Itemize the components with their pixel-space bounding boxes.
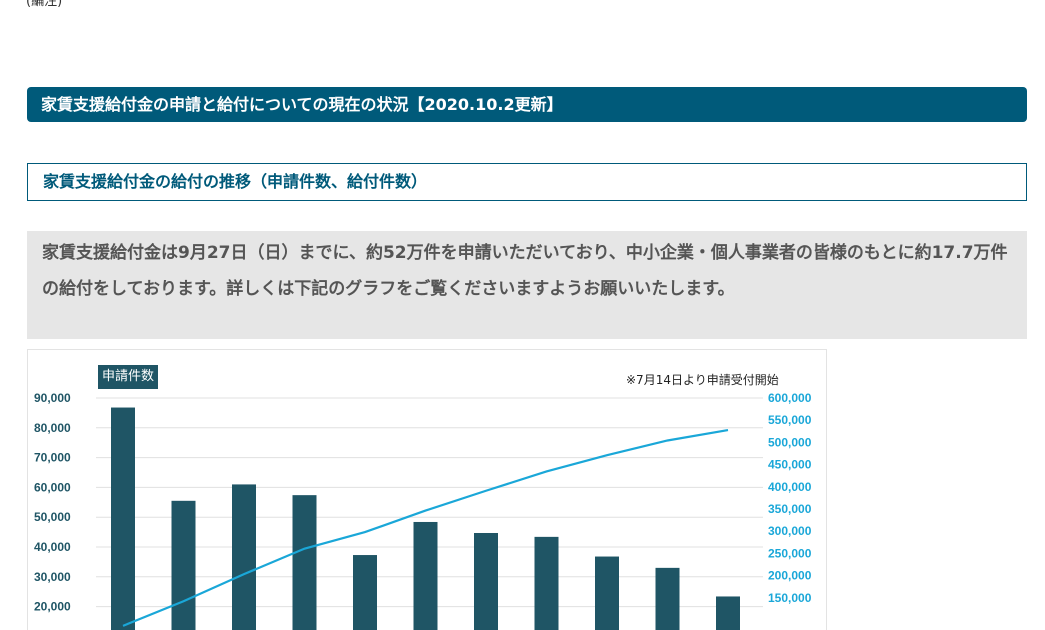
bar — [534, 536, 559, 630]
bar — [655, 567, 680, 630]
left-axis-tick-label: 70,000 — [34, 451, 71, 465]
left-axis-tick-label: 30,000 — [34, 570, 71, 584]
bar — [232, 484, 256, 630]
bar — [716, 596, 740, 630]
left-axis-tick-label: 80,000 — [34, 421, 71, 435]
left-axis-badge: 申請件数 — [98, 365, 159, 389]
right-axis-tick-label: 350,000 — [768, 502, 812, 516]
right-axis-tick-label: 200,000 — [768, 569, 812, 583]
right-axis-tick-label: 450,000 — [768, 458, 812, 472]
notice-paragraph: 家賃支援給付金は9月27日（日）までに、約52万件を申請いただいており、中小企業… — [27, 231, 1027, 339]
bar — [474, 532, 498, 630]
left-axis-tick-label: 40,000 — [34, 540, 71, 554]
left-axis-tick-label: 20,000 — [34, 600, 71, 614]
left-axis-tick-label: 60,000 — [34, 480, 71, 494]
left-axis-tick-label: 50,000 — [34, 510, 71, 524]
right-axis-tick-label: 400,000 — [768, 480, 812, 494]
chart-canvas: 90,000 80,000 70,000 60,000 50,000 40,000 30,0… — [34, 391, 812, 630]
bar — [413, 521, 438, 630]
right-axis-tick-label: 250,000 — [768, 546, 812, 560]
left-axis-tick-label: 90,000 — [34, 391, 71, 405]
bar — [111, 407, 135, 630]
top-text-fragment: (編注) — [26, 0, 63, 9]
right-axis-tick-label: 550,000 — [768, 413, 812, 427]
applications-chart: 90,000 80,000 70,000 60,000 50,000 40,000 30,0… — [27, 349, 827, 630]
right-axis-tick-label: 150,000 — [768, 591, 812, 605]
chart-note: ※7月14日より申請受付開始 — [626, 373, 779, 387]
section-heading: 家賃支援給付金の給付の推移（申請件数、給付件数） — [27, 163, 1027, 201]
right-axis-tick-label: 600,000 — [768, 391, 812, 405]
right-axis-tick-label: 300,000 — [768, 524, 812, 538]
bar — [171, 500, 196, 630]
bar — [353, 555, 377, 630]
cumulative-line — [122, 429, 729, 627]
bar — [292, 495, 317, 630]
right-axis-tick-label: 500,000 — [768, 435, 812, 449]
bar — [595, 556, 619, 630]
status-banner-title: 家賃支援給付金の申請と給付についての現在の状況【2020.10.2更新】 — [27, 87, 1027, 122]
